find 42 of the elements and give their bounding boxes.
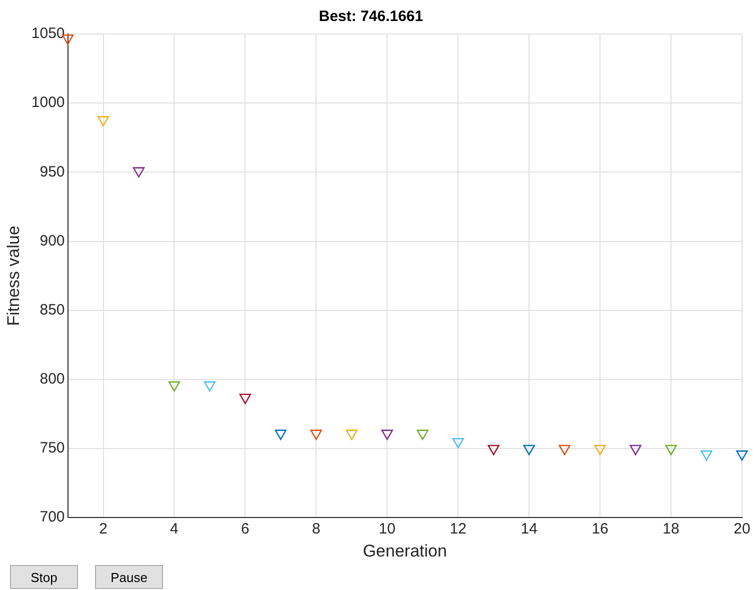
y-tick-label: 750 — [40, 440, 65, 457]
x-tick-label: 16 — [592, 520, 608, 538]
y-tick-label: 1000 — [31, 94, 65, 112]
point — [204, 381, 216, 392]
point — [523, 444, 535, 456]
x-tick-label: 4 — [170, 520, 178, 538]
point — [452, 438, 464, 448]
point — [274, 430, 287, 440]
x-tick-label: 8 — [312, 520, 320, 538]
y-tick-label: 1050 — [31, 25, 65, 42]
point — [594, 444, 606, 456]
x-tick-label: 14 — [520, 520, 538, 538]
point — [132, 167, 145, 178]
y-tick-label: 950 — [40, 163, 65, 180]
x-tick-label: 2 — [99, 520, 108, 538]
point — [346, 430, 358, 440]
x-tick-label: 18 — [662, 520, 680, 538]
point — [239, 394, 252, 404]
point — [488, 444, 500, 456]
y-tick-label: 800 — [40, 370, 65, 388]
y-tick-label: 900 — [40, 232, 65, 250]
point — [416, 430, 428, 440]
button: Stop — [10, 565, 78, 589]
y-axis-title: Fitness value — [4, 226, 23, 326]
x-tick-label: 6 — [241, 520, 250, 538]
x-axis-title: Generation — [362, 541, 447, 560]
button: Pause — [95, 565, 163, 589]
chart-title: Best: 746.1661 — [318, 8, 424, 26]
point — [630, 444, 642, 456]
y-tick-label: 700 — [40, 508, 65, 526]
y-tick-label: 850 — [40, 301, 65, 318]
point — [97, 116, 110, 126]
x-tick-label: 10 — [378, 520, 396, 538]
point — [665, 444, 677, 456]
point — [168, 381, 180, 392]
point — [310, 430, 322, 440]
x-tick-label: 12 — [450, 520, 466, 538]
x-tick-label: 20 — [734, 520, 750, 538]
point — [381, 430, 393, 440]
point — [700, 450, 712, 461]
point — [736, 450, 748, 461]
point — [558, 444, 570, 456]
